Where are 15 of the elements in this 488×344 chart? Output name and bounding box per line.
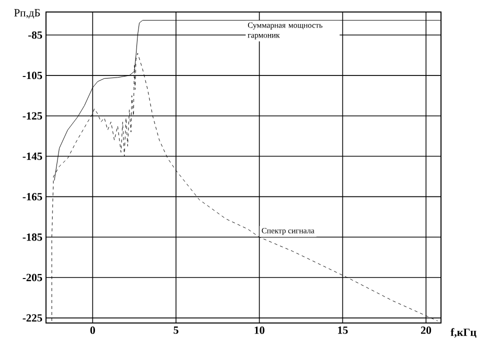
y-tick-label: -145 [22, 152, 42, 160]
x-axis-title: f,кГц [450, 328, 476, 338]
y-tick-label: -205 [22, 274, 42, 282]
y-axis-title: Рп,дБ [14, 9, 40, 18]
y-tick-label: -165 [22, 193, 42, 200]
y-tick-label: -85 [28, 31, 42, 39]
y-tick-label: -225 [22, 314, 42, 322]
y-tick-label: -125 [22, 112, 42, 120]
x-tick-label: 5 [174, 326, 178, 334]
x-tick-label: 0 [90, 326, 95, 334]
y-tick-label: -185 [22, 233, 42, 241]
x-tick-label: 10 [254, 326, 264, 334]
x-tick-label: 15 [338, 326, 348, 334]
y-tick-label: -105 [22, 72, 42, 80]
x-tick-label: 20 [420, 326, 432, 334]
